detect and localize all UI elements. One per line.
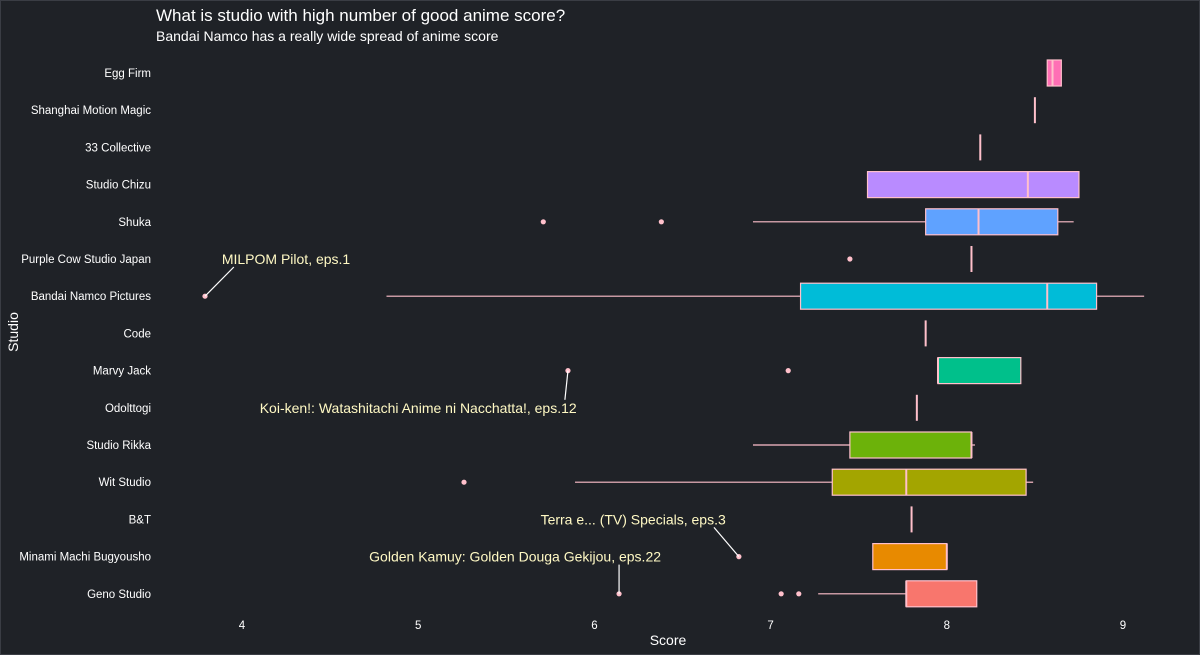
box-group [616, 580, 978, 608]
box-group [1046, 59, 1062, 87]
annotation: Golden Kamuy: Golden Douga Gekijou, eps.… [369, 549, 661, 594]
box [937, 357, 1022, 385]
x-axis-title: Score [650, 632, 687, 648]
outlier-point [540, 219, 546, 225]
y-tick-label: Bandai Namco Pictures [31, 291, 151, 303]
box-group [866, 171, 1080, 199]
annotation: Terra e... (TV) Specials, eps.3 [541, 511, 740, 557]
box [831, 468, 1027, 496]
box-group [565, 357, 1022, 385]
annotations: MILPOM Pilot, eps.1 Koi-ken!: Watashitach… [204, 251, 740, 594]
box-group [752, 431, 975, 459]
y-tick-label: Studio Rikka [86, 440, 151, 452]
box [1046, 59, 1062, 87]
annotation-label: Golden Kamuy: Golden Douga Gekijou, eps.… [369, 549, 661, 565]
box-group [540, 208, 1074, 236]
box-group [847, 246, 973, 272]
box [905, 580, 978, 608]
annotation: Koi-ken!: Watashitachi Anime ni Nacchatt… [260, 370, 577, 416]
x-axis-tick-labels: 4 5 6 7 8 9 [239, 620, 1126, 632]
box-group [461, 468, 1034, 496]
y-tick-label: Wit Studio [99, 477, 151, 489]
annotation-leader [204, 266, 235, 297]
y-tick-label: 33 Collective [85, 142, 151, 154]
box [866, 171, 1080, 199]
annotation-label: Koi-ken!: Watashitachi Anime ni Nacchatt… [260, 400, 577, 416]
y-tick-label: Marvy Jack [93, 366, 151, 378]
annotation-label: Terra e... (TV) Specials, eps.3 [541, 511, 726, 527]
y-tick-label: Studio Chizu [86, 180, 151, 192]
y-axis-title: Studio [5, 312, 21, 352]
x-tick-label: 5 [415, 620, 421, 632]
y-tick-label: Code [124, 328, 152, 340]
outlier-point [785, 368, 791, 374]
y-axis-tick-labels: Egg Firm Shanghai Motion Magic 33 Collecti… [19, 68, 151, 601]
y-tick-label: Shuka [118, 217, 151, 229]
y-tick-label: Purple Cow Studio Japan [21, 254, 151, 266]
outlier-point [796, 591, 802, 597]
y-tick-label: Geno Studio [87, 589, 151, 601]
x-tick-label: 7 [767, 620, 773, 632]
box-series [202, 59, 1145, 608]
annotation: MILPOM Pilot, eps.1 [204, 251, 351, 297]
x-tick-label: 9 [1120, 620, 1126, 632]
y-tick-label: Odolttogi [105, 403, 151, 415]
chart-title: What is studio with high number of good … [156, 6, 565, 25]
box [799, 282, 1098, 310]
y-tick-label: Minami Machi Bugyousho [19, 552, 151, 564]
outlier-point [616, 591, 622, 597]
box-group [736, 542, 948, 571]
y-tick-label: Egg Firm [104, 68, 151, 80]
annotation-leader [564, 370, 569, 400]
outlier-point [847, 256, 853, 262]
box [872, 542, 948, 571]
annotation-label: MILPOM Pilot, eps.1 [222, 251, 351, 267]
chart-subtitle: Bandai Namco has a really wide spread of… [156, 28, 499, 44]
y-tick-label: B&T [129, 514, 151, 526]
annotation-leader [713, 527, 740, 557]
box [849, 431, 973, 459]
box-group [202, 282, 1145, 310]
x-tick-label: 6 [591, 620, 597, 632]
x-tick-label: 8 [944, 620, 950, 632]
outlier-point [461, 479, 467, 485]
box [925, 208, 1059, 236]
outlier-point [658, 219, 664, 225]
y-tick-label: Shanghai Motion Magic [31, 105, 151, 117]
outlier-point [778, 591, 784, 597]
x-tick-label: 4 [239, 620, 246, 632]
